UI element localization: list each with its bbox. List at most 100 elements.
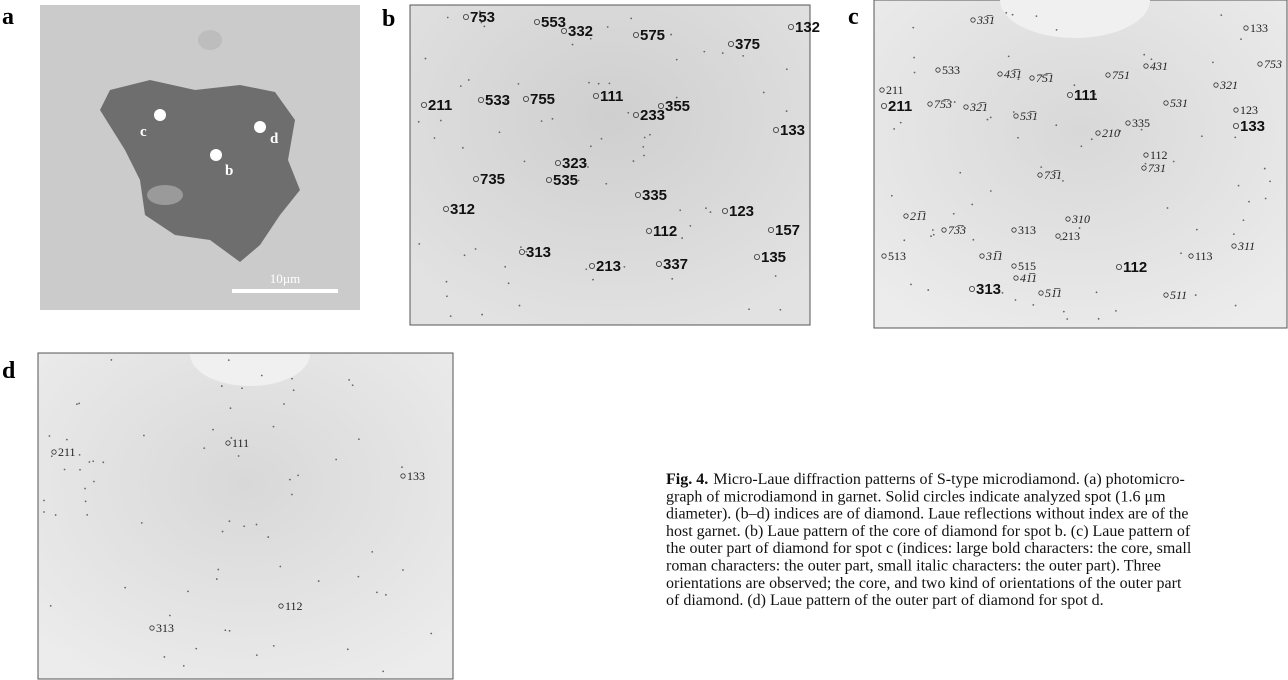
garnet-reflection	[1097, 317, 1100, 320]
reflection-index: 213	[1062, 229, 1080, 243]
garnet-reflection	[79, 468, 81, 471]
spot-label: b	[225, 163, 233, 179]
garnet-reflection	[1012, 111, 1015, 113]
caption-line: host garnet. (b) Laue pattern of the cor…	[666, 523, 1191, 540]
garnet-reflection	[605, 182, 608, 185]
garnet-reflection	[401, 466, 403, 469]
garnet-reflection	[642, 145, 645, 148]
garnet-reflection	[291, 377, 293, 380]
reflection-index: 735	[480, 171, 505, 188]
garnet-reflection	[424, 57, 427, 60]
reflection-index: 332	[568, 23, 593, 40]
reflection-index: 355	[665, 98, 690, 115]
garnet-reflection	[504, 265, 507, 268]
garnet-reflection	[43, 499, 45, 502]
garnet-reflection	[88, 461, 91, 463]
index-spot	[633, 112, 640, 119]
reflection-index: 311	[1237, 239, 1255, 253]
garnet-reflection	[445, 295, 448, 298]
garnet-reflection	[779, 308, 782, 311]
panel-label: c	[848, 4, 859, 30]
garnet-reflection	[229, 407, 232, 410]
garnet-reflection	[989, 116, 992, 119]
garnet-reflection	[217, 568, 220, 571]
garnet-reflection	[63, 468, 66, 471]
garnet-reflection	[297, 474, 299, 477]
garnet-reflection	[445, 280, 448, 283]
garnet-reflection	[1094, 93, 1097, 96]
spot-marker	[154, 109, 166, 121]
garnet-reflection	[221, 530, 224, 533]
garnet-reflection	[382, 670, 385, 673]
index-spot	[462, 13, 469, 20]
garnet-reflection	[463, 254, 466, 257]
garnet-reflection	[1133, 267, 1136, 270]
garnet-reflection	[498, 131, 501, 134]
garnet-reflection	[220, 385, 223, 387]
reflection-index: 111	[1074, 87, 1097, 104]
garnet-reflection	[50, 455, 53, 458]
garnet-reflection	[480, 21, 483, 24]
index-spot	[997, 71, 1003, 77]
garnet-reflection	[84, 500, 87, 503]
garnet-reflection	[890, 194, 893, 197]
garnet-reflection	[446, 16, 449, 19]
index-spot	[881, 103, 888, 110]
garnet-reflection	[1269, 180, 1271, 183]
garnet-reflection	[461, 146, 464, 149]
garnet-reflection	[525, 250, 528, 253]
garnet-reflection	[681, 237, 684, 239]
reflection-index: 233	[640, 107, 665, 124]
garnet-reflection	[1095, 291, 1098, 294]
garnet-reflection	[84, 487, 86, 490]
reflection-index: 312	[450, 201, 475, 218]
reflection-index: 375	[735, 36, 760, 53]
garnet-reflection	[912, 26, 915, 29]
garnet-reflection	[1240, 38, 1242, 41]
garnet-reflection	[932, 233, 935, 236]
garnet-reflection	[1143, 53, 1146, 56]
index-spot	[1233, 107, 1239, 113]
caption-text: Micro-Laue diffraction patterns of S-typ…	[713, 471, 1185, 488]
index-spot	[1141, 165, 1147, 171]
reflection-index: 575	[640, 27, 665, 44]
reflection-index: 751	[1112, 68, 1130, 82]
beam-stop	[1000, 0, 1150, 38]
garnet-reflection	[1234, 304, 1237, 307]
garnet-reflection	[260, 374, 263, 377]
garnet-reflection	[143, 434, 145, 437]
index-spot	[969, 285, 976, 292]
garnet-reflection	[623, 265, 626, 268]
garnet-reflection	[931, 229, 934, 231]
garnet-reflection	[478, 10, 481, 13]
garnet-reflection	[589, 145, 592, 148]
garnet-reflection	[140, 521, 143, 524]
garnet-reflection	[762, 91, 765, 94]
garnet-reflection	[459, 85, 462, 88]
laue-pattern	[37, 352, 454, 680]
reflection-index: 112	[285, 599, 303, 613]
garnet-reflection	[439, 119, 442, 122]
index-spot	[1029, 75, 1035, 81]
garnet-reflection	[449, 315, 452, 317]
garnet-reflection	[649, 133, 651, 136]
garnet-reflection	[742, 54, 745, 57]
spot-marker	[210, 149, 222, 161]
index-spot	[728, 41, 735, 48]
caption-line: graph of microdiamond in garnet. Solid c…	[666, 488, 1166, 505]
garnet-reflection	[65, 438, 68, 441]
reflection-index: 211	[886, 83, 904, 97]
reflection-index: 553	[541, 14, 566, 31]
garnet-reflection	[893, 128, 896, 130]
garnet-reflection	[589, 37, 592, 40]
garnet-reflection	[675, 96, 678, 99]
garnet-reflection	[474, 248, 477, 250]
garnet-reflection	[348, 379, 351, 381]
garnet-reflection	[627, 111, 630, 114]
garnet-reflection	[48, 435, 51, 437]
garnet-reflection	[592, 278, 594, 281]
garnet-reflection	[182, 664, 185, 667]
garnet-reflection	[952, 212, 955, 215]
reflection-index: 21̅1	[910, 209, 927, 223]
garnet-reflection	[913, 56, 916, 59]
